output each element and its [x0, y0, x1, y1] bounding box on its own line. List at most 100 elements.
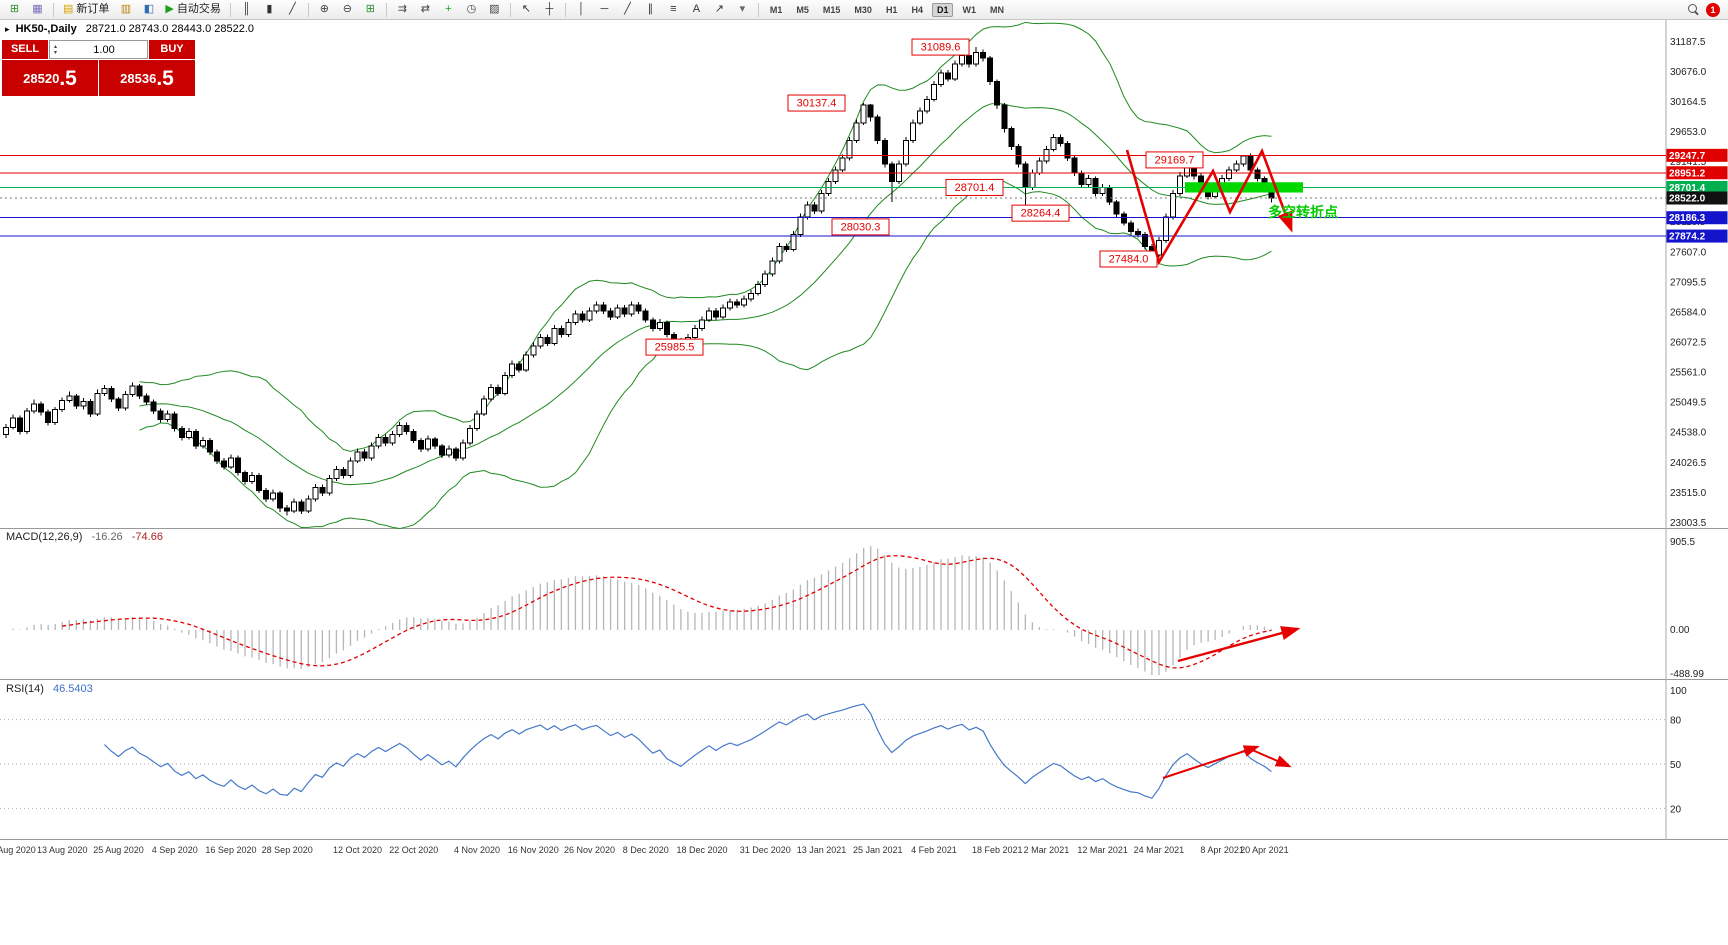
svg-text:25 Aug 2020: 25 Aug 2020 [93, 845, 144, 855]
svg-text:4 Sep 2020: 4 Sep 2020 [152, 845, 198, 855]
arrows-tool-icon: ↗ [714, 3, 724, 15]
trade-panel-top-row: SELL ▴ ▾ 1.00 BUY [2, 40, 195, 59]
svg-text:13 Aug 2020: 13 Aug 2020 [37, 845, 88, 855]
autotrading-button-label: 自动交易 [176, 3, 221, 15]
sell-button[interactable]: SELL [2, 40, 48, 59]
svg-text:23003.5: 23003.5 [1670, 518, 1707, 529]
crosshair-icon[interactable]: ┼ [539, 1, 560, 18]
svg-text:27484.0: 27484.0 [1109, 254, 1149, 266]
buy-button[interactable]: BUY [149, 40, 195, 59]
svg-text:26584.0: 26584.0 [1670, 307, 1707, 318]
auto-scroll-icon: ⇉ [397, 3, 407, 15]
channel-icon[interactable]: ∥ [640, 1, 661, 18]
svg-text:12 Mar 2021: 12 Mar 2021 [1077, 845, 1128, 855]
svg-text:28 Sep 2020: 28 Sep 2020 [262, 845, 313, 855]
autotrading-button-icon: ▶ [165, 3, 174, 15]
data-window-icon[interactable]: ◧ [138, 1, 159, 18]
svg-text:0.00: 0.00 [1670, 625, 1690, 636]
autotrading-button[interactable]: ▶ 自动交易 [161, 1, 224, 18]
toolbar-left-group: ⊞ ▦ ▤ 新订单 ▥ ◧ ▶ 自动交易 ║ ▮ ╱ ⊕ ⊖ ⊞ ⇉ ⇄ + ◷ ▨ ↖ ┼ │ ─ ╱ ∥ ≡ A ↗ ▾ M1 M5 M1… [4, 0, 1010, 19]
chart-shift-icon[interactable]: ⇄ [415, 1, 436, 18]
text-tool-icon[interactable]: A [686, 1, 707, 18]
zoom-out-icon[interactable]: ⊖ [337, 1, 358, 18]
svg-text:27095.5: 27095.5 [1670, 277, 1707, 288]
new-chart-icon[interactable]: ⊞ [4, 1, 25, 18]
crosshair-icon: ┼ [545, 3, 554, 15]
zoom-in-icon[interactable]: ⊕ [314, 1, 335, 18]
trendline-icon[interactable]: ╱ [617, 1, 638, 18]
line-chart-icon[interactable]: ╱ [282, 1, 303, 18]
spinner-down-icon[interactable]: ▾ [53, 49, 57, 56]
vertical-line-icon[interactable]: │ [571, 1, 592, 18]
new-order-button-label: 新订单 [76, 3, 110, 15]
templates-icon[interactable]: ▨ [484, 1, 505, 18]
market-watch-icon: ▥ [120, 3, 132, 15]
auto-scroll-icon[interactable]: ⇉ [392, 1, 413, 18]
svg-text:24538.0: 24538.0 [1670, 428, 1707, 439]
svg-text:16 Sep 2020: 16 Sep 2020 [205, 845, 256, 855]
svg-text:27874.2: 27874.2 [1669, 232, 1706, 243]
horizontal-line-icon[interactable]: ─ [594, 1, 615, 18]
sell-price-frac: .5 [59, 66, 77, 90]
timeframe-h1[interactable]: H1 [885, 4, 898, 15]
search-icon[interactable] [1687, 3, 1700, 16]
bar-chart-icon[interactable]: ║ [236, 1, 257, 18]
periods-icon[interactable]: ◷ [461, 1, 482, 18]
volume-spinner[interactable]: ▴ ▾ [50, 44, 61, 56]
svg-text:18 Dec 2020: 18 Dec 2020 [676, 845, 727, 855]
sell-price-display[interactable]: 28520 .5 [2, 60, 98, 96]
svg-text:26072.5: 26072.5 [1670, 337, 1707, 348]
timeframe-h4[interactable]: H4 [911, 4, 923, 15]
tile-windows-icon[interactable]: ⊞ [360, 1, 381, 18]
chart-ohlc-line: ▸ HK50-,Daily 28721.0 28743.0 28443.0 28… [5, 23, 254, 35]
indicators-icon: + [445, 3, 452, 15]
timeframe-w1[interactable]: W1 [962, 4, 976, 15]
timeframe-mn[interactable]: MN [989, 4, 1004, 15]
trendline-icon: ╱ [624, 3, 631, 15]
svg-text:31187.5: 31187.5 [1670, 37, 1706, 48]
market-watch-icon[interactable]: ▥ [115, 1, 136, 18]
fibonacci-icon[interactable]: ≡ [663, 1, 684, 18]
indicators-icon[interactable]: + [438, 1, 459, 18]
cursor-icon[interactable]: ↖ [516, 1, 537, 18]
timeframe-d1[interactable]: D1 [931, 2, 954, 17]
timeframe-m5[interactable]: M5 [796, 4, 809, 15]
timeframe-m1[interactable]: M1 [769, 4, 783, 15]
svg-text:28701.4: 28701.4 [1669, 183, 1706, 194]
buy-price-int: 28536 [120, 70, 157, 86]
buy-price-display[interactable]: 28536 .5 [99, 60, 195, 96]
svg-text:30137.4: 30137.4 [797, 98, 837, 110]
svg-text:28701.4: 28701.4 [955, 182, 995, 194]
svg-text:4 Feb 2021: 4 Feb 2021 [911, 845, 957, 855]
notification-badge[interactable]: 1 [1706, 2, 1720, 17]
rsi-value: 46.5403 [52, 683, 93, 695]
svg-text:20: 20 [1670, 804, 1682, 815]
spinner-up-icon[interactable]: ▴ [53, 43, 57, 50]
svg-text:50: 50 [1670, 760, 1682, 771]
buy-price-frac: .5 [156, 66, 174, 90]
macd-signal-value: -74.66 [131, 531, 163, 543]
svg-text:29169.7: 29169.7 [1155, 154, 1195, 166]
arrows-tool-icon[interactable]: ↗ [709, 1, 730, 18]
data-window-icon: ◧ [143, 3, 155, 15]
svg-text:30164.5: 30164.5 [1670, 97, 1707, 108]
macd-main-value: -16.26 [91, 531, 123, 543]
macd-name: MACD(12,26,9) [6, 531, 83, 543]
zoom-in-icon: ⊕ [319, 3, 329, 15]
symbol-period-label: HK50-,Daily [15, 23, 77, 35]
timeframe-m15[interactable]: M15 [822, 4, 841, 15]
svg-text:28522.0: 28522.0 [1669, 193, 1706, 204]
candlestick-icon[interactable]: ▮ [259, 1, 280, 18]
volume-value[interactable]: 1.00 [93, 43, 115, 56]
svg-text:8 Dec 2020: 8 Dec 2020 [623, 845, 669, 855]
dropdown-caret-icon[interactable]: ▾ [732, 1, 753, 18]
new-order-button[interactable]: ▤ 新订单 [59, 1, 113, 18]
timeframe-m30[interactable]: M30 [854, 4, 872, 15]
volume-field[interactable]: ▴ ▾ 1.00 [49, 40, 148, 59]
svg-text:905.5: 905.5 [1670, 537, 1695, 548]
horizontal-line-icon: ─ [600, 3, 609, 15]
chart-profiles-icon[interactable]: ▦ [27, 1, 48, 18]
new-order-button-icon: ▤ [63, 3, 74, 15]
